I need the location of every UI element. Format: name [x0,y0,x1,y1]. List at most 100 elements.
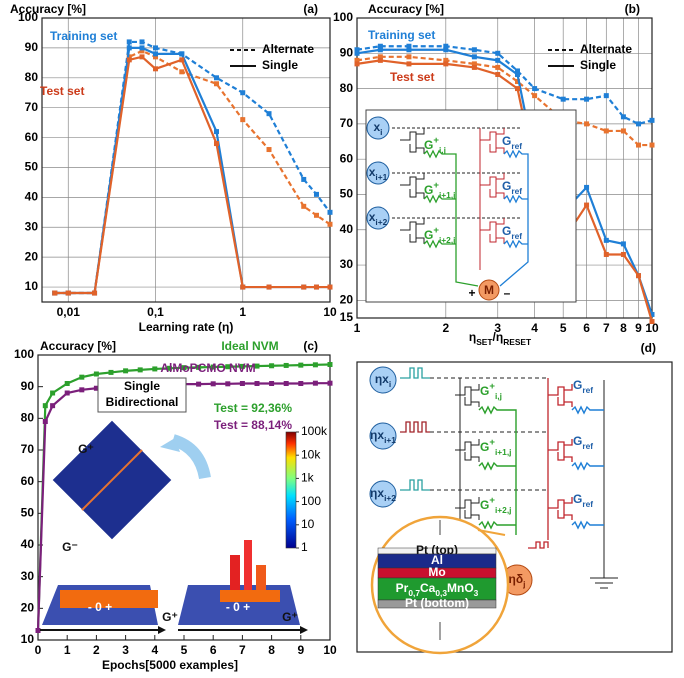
panel-label: (a) [303,2,318,16]
label-part: G [480,384,489,398]
x-tick-label: 10 [323,305,337,319]
label-part: ref [582,385,593,395]
label-part: G [480,440,489,454]
point [139,39,144,44]
x-tick-label: 6 [583,321,590,335]
x-tick-label: 7 [239,643,246,657]
point [328,362,333,367]
x-tick-label: 9 [297,643,304,657]
point [65,391,70,396]
point [240,381,245,386]
label-part: Mo [428,565,445,579]
point [179,51,184,56]
point [127,39,132,44]
label-part: i+1 [384,435,396,445]
x-tick-label: 2 [442,321,449,335]
inset-label: - 0 + [88,600,112,614]
point [604,128,609,133]
point [584,97,589,102]
colorbar-label: 100 [301,494,321,508]
label-part: i,j [439,145,446,155]
point [196,382,201,387]
point [240,285,245,290]
y-tick-label: 20 [25,249,39,263]
y-tick-label: 60 [25,130,39,144]
x-axis-label: Epochs[5000 examples] [102,658,238,672]
point [328,222,333,227]
annotation: Test set [40,84,84,98]
label-part: η [469,330,476,344]
point [472,65,477,70]
annotation: Training set [50,29,117,43]
inset-label: - 0 + [226,600,250,614]
label-part: i+1,j [495,447,512,457]
point [515,72,520,77]
point [139,54,144,59]
x-axis-label: Learning rate (η) [139,320,234,334]
point [636,121,641,126]
point [255,381,260,386]
y-tick-label: 10 [21,632,35,646]
colorbar-label: 1k [301,471,315,485]
point [225,381,230,386]
point [269,381,274,386]
label-part: ref [582,441,593,451]
point [214,129,219,134]
plus-label: + [468,286,475,300]
legend-label: Single [580,58,616,72]
point [127,45,132,50]
x-tick-label: 8 [620,321,627,335]
point [495,51,500,56]
y-tick-label: 30 [25,219,39,233]
point [532,93,537,98]
stack-label: Pt (bottom) [405,596,469,610]
legend-label: Single [262,58,298,72]
label-part: G [424,183,433,197]
y-tick-label: 50 [21,506,35,520]
point [94,372,99,377]
label-part: i,j [495,391,502,401]
label-part: G [424,138,433,152]
label-part: ref [582,499,593,509]
point [472,54,477,59]
x-tick-label: 3 [122,643,129,657]
point [298,381,303,386]
label-part: ref [511,141,522,151]
point [650,143,655,148]
point [532,86,537,91]
x-tick-label: 4 [151,643,158,657]
point [495,65,500,70]
y-tick-label: 100 [14,347,34,361]
y-tick-label: 60 [21,474,35,488]
point [153,51,158,56]
x-tick-label: 1 [354,321,361,335]
point [66,291,71,296]
x-tick-label: 5 [560,321,567,335]
point [153,45,158,50]
panel-label: (c) [303,339,318,353]
point [650,319,655,324]
point [123,368,128,373]
y-tick-label: 20 [21,601,35,615]
label-part: i+2 [375,217,387,227]
x-tick-label: 4 [531,321,538,335]
point [179,69,184,74]
x-tick-label: 2 [93,643,100,657]
annotation: Test = 88,14% [214,418,292,432]
point [604,93,609,98]
panel-label: (d) [641,341,656,355]
point [314,213,319,218]
y-tick-label: 50 [340,187,354,201]
point [92,291,97,296]
inset-label: G⁺ [78,442,94,456]
label-part: i [380,127,382,137]
point [328,381,333,386]
y-tick-label: 20 [340,293,354,307]
point [240,90,245,95]
colorbar-label: 100k [301,424,328,438]
label-part: 3 [474,588,479,598]
point [561,97,566,102]
y-tick-label: 30 [21,569,35,583]
x-axis-label: ηSET/ηRESET [469,330,532,347]
annotation: Training set [368,28,435,42]
